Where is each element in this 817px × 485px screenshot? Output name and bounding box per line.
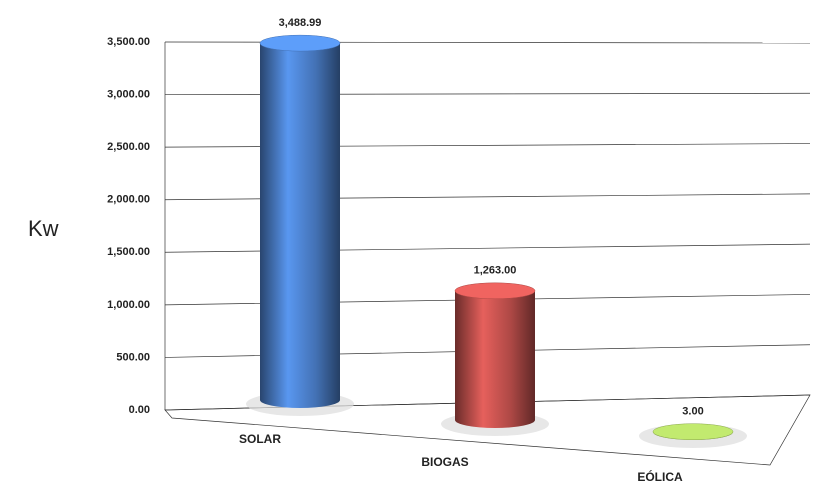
y-tick-label: 3,500.00 — [107, 36, 150, 48]
y-axis-label: Kw — [28, 216, 59, 241]
value-label: 3,488.99 — [279, 17, 322, 29]
y-tick-label: 1,500.00 — [107, 246, 150, 258]
y-tick-label: 0.00 — [129, 404, 150, 416]
x-tick-label: EÓLICA — [637, 469, 683, 484]
bar-top — [652, 423, 734, 440]
bar — [260, 43, 340, 409]
value-label: 3.00 — [682, 406, 703, 418]
y-tick-label: 3,000.00 — [107, 88, 150, 100]
y-tick-label: 1,000.00 — [107, 299, 150, 311]
y-tick-label: 2,000.00 — [107, 194, 150, 206]
y-tick-label: 500.00 — [116, 351, 150, 363]
x-tick-label: BIOGAS — [421, 455, 468, 469]
y-tick-label: 2,500.00 — [107, 141, 150, 153]
bar-top — [259, 34, 341, 52]
bar — [455, 290, 535, 428]
bar-top — [454, 282, 536, 300]
x-tick-label: SOLAR — [239, 432, 281, 446]
value-label: 1,263.00 — [474, 265, 517, 277]
